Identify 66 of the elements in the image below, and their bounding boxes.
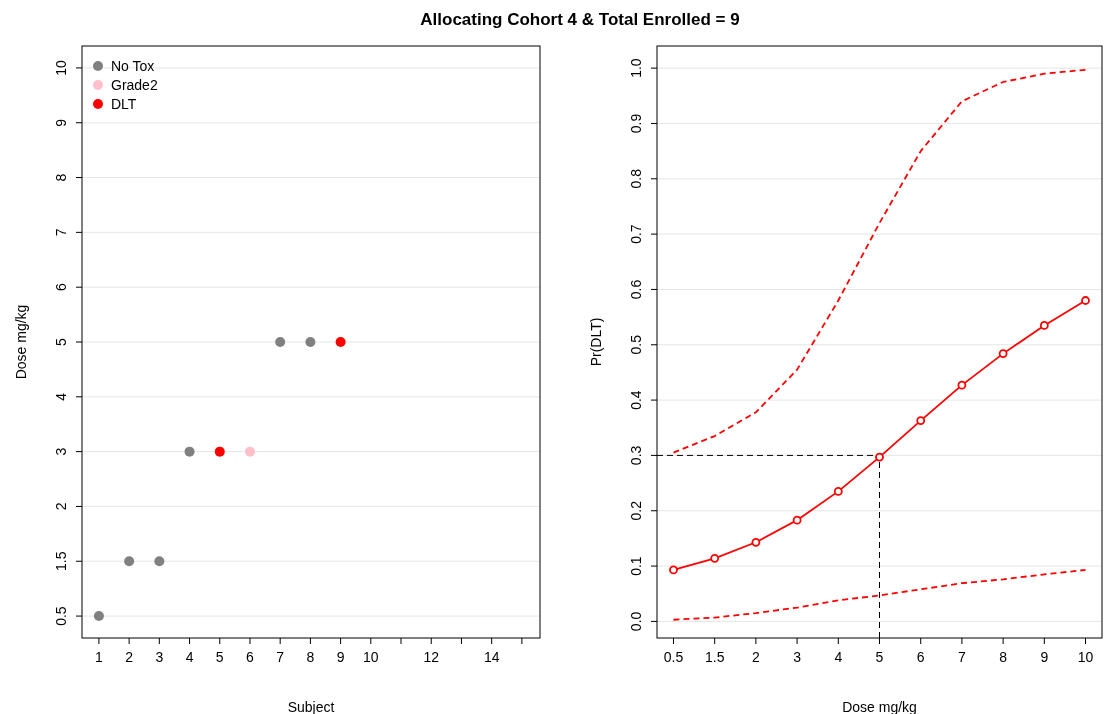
x-tick-label: 9 bbox=[336, 649, 345, 665]
x-tick-label: 14 bbox=[483, 649, 500, 665]
y-tick-label: 0.1 bbox=[628, 556, 644, 576]
line-series bbox=[672, 569, 1087, 621]
y-tick-label: 0.0 bbox=[628, 611, 644, 632]
x-tick-label: 4 bbox=[834, 649, 843, 665]
point bbox=[833, 486, 843, 496]
x-tick-label: 7 bbox=[276, 649, 285, 665]
y-tick-label: 0.5 bbox=[628, 334, 644, 355]
y-tick-label: 0.2 bbox=[628, 500, 644, 521]
x-axis-title: Subject bbox=[287, 699, 335, 714]
y-tick-label: 5 bbox=[53, 337, 69, 346]
y-tick-label: 7 bbox=[53, 228, 69, 237]
x-tick-label: 2 bbox=[751, 649, 760, 665]
legend-label: Grade2 bbox=[111, 77, 158, 93]
y-tick-label: 0.9 bbox=[628, 113, 644, 134]
line-series bbox=[672, 68, 1087, 454]
y-tick-label: 0.5 bbox=[53, 606, 69, 626]
y-tick-label: 0.3 bbox=[628, 445, 644, 466]
point bbox=[669, 565, 678, 575]
x-tick-label: 7 bbox=[958, 649, 967, 665]
x-tick-label: 2 bbox=[125, 649, 134, 665]
y-tick-label: 9 bbox=[53, 118, 69, 127]
y-tick-label: 8 bbox=[53, 173, 69, 182]
x-tick-label: 5 bbox=[875, 649, 884, 665]
x-tick-label: 1 bbox=[95, 649, 104, 665]
y-axis-title: Pr(DLT) bbox=[588, 317, 604, 367]
y-tick-label: 1.0 bbox=[628, 58, 644, 78]
y-tick-label: 6 bbox=[53, 283, 69, 292]
y-tick-label: 0.4 bbox=[628, 390, 644, 410]
x-axis-title: Dose mg/kg bbox=[842, 699, 917, 714]
x-tick-label: 5 bbox=[215, 649, 224, 665]
point bbox=[751, 537, 761, 547]
y-axis-title: Dose mg/kg bbox=[13, 304, 29, 380]
point bbox=[998, 349, 1008, 359]
legend-label: No Tox bbox=[111, 58, 155, 74]
point bbox=[916, 416, 926, 425]
x-tick-label: 8 bbox=[306, 649, 315, 665]
x-tick-label: 10 bbox=[363, 649, 379, 665]
x-tick-label: 6 bbox=[916, 649, 925, 665]
point bbox=[875, 452, 884, 462]
text: Allocating Cohort 4 & Total Enrolled = 9 bbox=[420, 10, 740, 29]
x-tick-label: 3 bbox=[155, 649, 164, 665]
x-tick-label: 0.5 bbox=[663, 649, 684, 665]
point bbox=[792, 515, 802, 525]
x-tick-label: 3 bbox=[793, 649, 802, 665]
point bbox=[957, 380, 967, 390]
x-tick-label: 4 bbox=[185, 649, 194, 665]
legend-label: DLT bbox=[111, 96, 137, 112]
x-tick-label: 12 bbox=[423, 649, 440, 665]
y-tick-label: 4 bbox=[53, 392, 69, 401]
x-tick-label: 1.5 bbox=[704, 649, 725, 665]
y-tick-label: 0.7 bbox=[628, 224, 644, 244]
point bbox=[1039, 321, 1049, 330]
y-tick-label: 2 bbox=[53, 502, 69, 511]
y-tick-label: 3 bbox=[53, 447, 69, 456]
y-tick-label: 1.5 bbox=[53, 551, 69, 571]
y-tick-label: 0.8 bbox=[628, 168, 644, 189]
y-tick-label: 0.6 bbox=[628, 279, 644, 300]
y-tick-label: 10 bbox=[53, 59, 69, 76]
point bbox=[710, 553, 720, 563]
x-tick-label: 8 bbox=[999, 649, 1008, 665]
x-tick-label: 10 bbox=[1077, 649, 1094, 665]
x-tick-label: 9 bbox=[1040, 649, 1049, 665]
point bbox=[1081, 296, 1090, 305]
x-tick-label: 6 bbox=[246, 649, 255, 665]
